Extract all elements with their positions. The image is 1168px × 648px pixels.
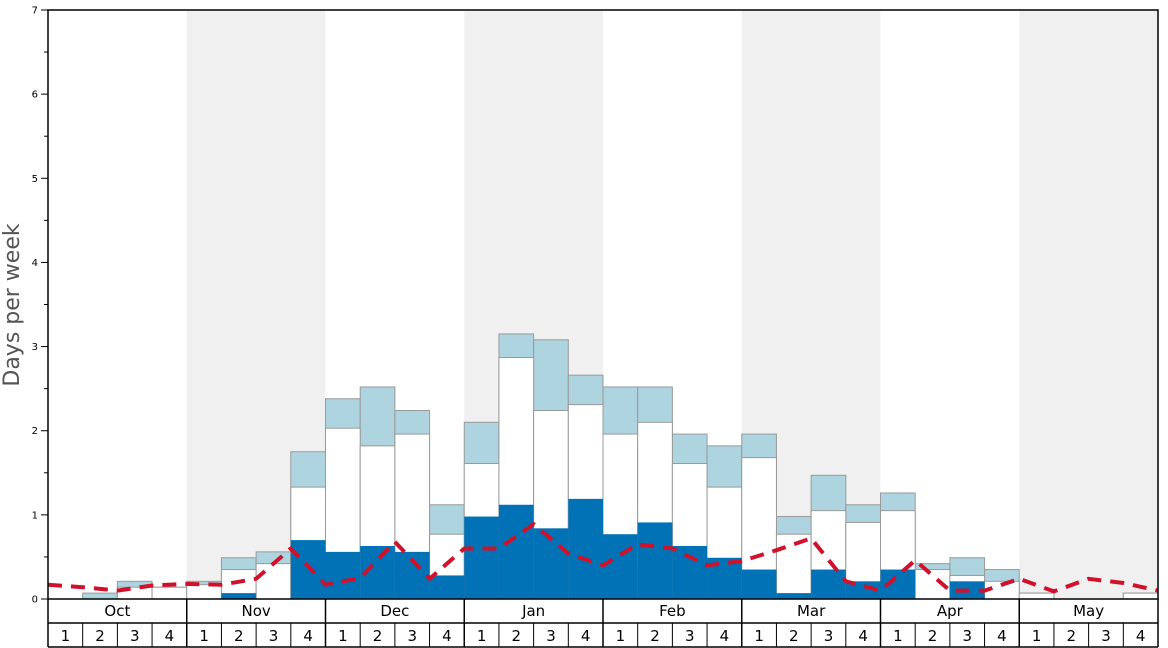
bar-dark-22 (811, 569, 846, 599)
bar-dark-17 (637, 522, 673, 599)
y-tick-label-6: 6 (32, 90, 38, 101)
week-label-feb-4: 4 (720, 627, 730, 645)
bar-dark-20 (741, 569, 777, 599)
week-label-may-3: 3 (1101, 627, 1111, 645)
week-label-nov-2: 2 (234, 627, 244, 645)
week-label-apr-2: 2 (928, 627, 938, 645)
bar-middle-21 (775, 533, 812, 600)
x-axis: Oct 1 2 3 4 Nov 1 2 3 4 Dec 1 2 3 4 Jan 1 2 3 4 Feb 1 2 3 4 Mar 1 2… (47, 599, 1159, 648)
week-label-may-1: 1 (1032, 627, 1042, 645)
bar-dark-16 (603, 534, 638, 599)
y-axis: 0 1 2 3 4 5 6 7 (32, 6, 48, 606)
dashed-line-layer (47, 522, 1159, 594)
bar-dark-5 (221, 593, 257, 599)
month-label-oct: Oct (104, 602, 130, 620)
week-label-oct-3: 3 (130, 627, 140, 645)
week-label-may-4: 4 (1136, 627, 1146, 645)
bar-dark-13 (498, 504, 534, 599)
week-label-dec-4: 4 (442, 627, 452, 645)
bar-dark-15 (568, 498, 603, 599)
week-label-apr-4: 4 (997, 627, 1007, 645)
week-label-jan-1: 1 (477, 627, 487, 645)
week-label-dec-2: 2 (373, 627, 383, 645)
week-label-mar-3: 3 (824, 627, 834, 645)
month-label-jan: Jan (521, 602, 545, 620)
week-label-feb-1: 1 (616, 627, 626, 645)
month-label-nov: Nov (241, 602, 270, 620)
week-label-jan-2: 2 (512, 627, 522, 645)
week-label-oct-1: 1 (61, 627, 71, 645)
bar-dark-21 (776, 593, 812, 599)
bar-dark-7 (290, 540, 326, 599)
bar-middle-3 (151, 586, 188, 600)
month-label-may: May (1073, 602, 1104, 620)
dashed-line (47, 522, 1159, 594)
week-label-mar-1: 1 (754, 627, 764, 645)
week-label-dec-1: 1 (338, 627, 348, 645)
y-tick-label-3: 3 (32, 342, 38, 353)
month-label-feb: Feb (659, 602, 686, 620)
bar-middle-31 (1122, 592, 1159, 600)
week-label-nov-4: 4 (303, 627, 313, 645)
plot-frame (47, 9, 1159, 600)
month-label-dec: Dec (380, 602, 409, 620)
week-label-mar-4: 4 (858, 627, 868, 645)
bar-dark-18 (672, 545, 708, 599)
month-band-may (1019, 10, 1158, 599)
bar-dark-11 (429, 575, 465, 599)
week-label-nov-3: 3 (269, 627, 279, 645)
y-tick-label-2: 2 (32, 426, 38, 437)
week-label-feb-3: 3 (685, 627, 695, 645)
month-label-mar: Mar (797, 602, 826, 620)
y-axis-label: Days per week (0, 223, 25, 386)
bar-light-1 (82, 592, 118, 600)
bar-dark-23 (845, 581, 881, 599)
week-label-mar-2: 2 (789, 627, 799, 645)
bars (82, 333, 1159, 600)
y-tick-label-7: 7 (32, 6, 38, 17)
bar-dark-12 (464, 516, 499, 599)
y-tick-label-0: 0 (32, 595, 38, 606)
y-tick-label-4: 4 (32, 258, 38, 269)
bar-dark-8 (325, 551, 361, 599)
week-label-may-2: 2 (1067, 627, 1077, 645)
week-label-apr-3: 3 (962, 627, 972, 645)
week-label-nov-1: 1 (199, 627, 209, 645)
week-label-jan-3: 3 (546, 627, 556, 645)
week-label-apr-1: 1 (893, 627, 903, 645)
week-label-feb-2: 2 (650, 627, 660, 645)
week-label-oct-2: 2 (95, 627, 105, 645)
week-label-dec-3: 3 (407, 627, 417, 645)
month-label-apr: Apr (937, 602, 964, 620)
bar-middle-6 (255, 563, 292, 600)
bar-middle-4 (186, 584, 222, 600)
week-label-jan-4: 4 (581, 627, 591, 645)
bar-middle-28 (1018, 592, 1055, 600)
month-bands (186, 10, 1158, 599)
y-tick-label-5: 5 (32, 174, 38, 185)
y-tick-label-1: 1 (32, 510, 38, 521)
week-label-oct-4: 4 (165, 627, 175, 645)
